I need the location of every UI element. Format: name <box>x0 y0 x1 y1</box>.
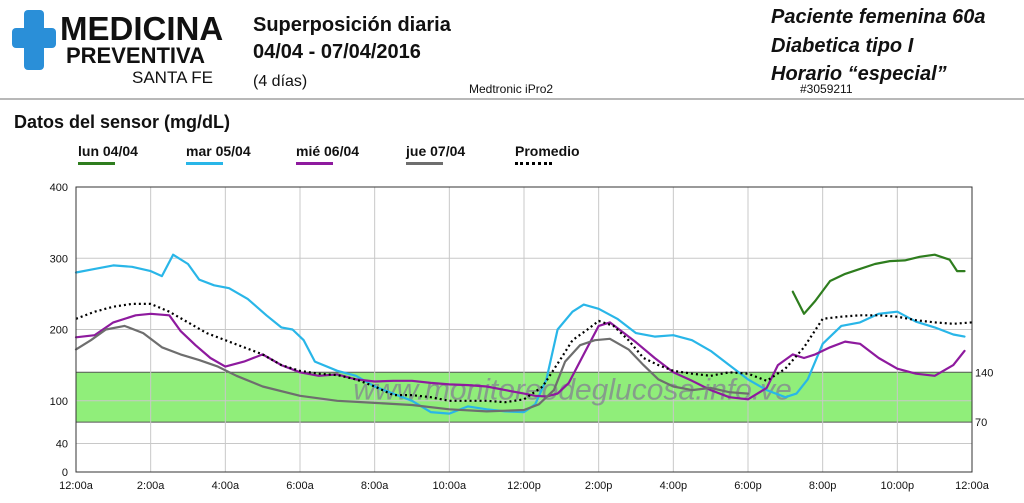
patient-note-1: Paciente femenina 60a <box>771 6 986 28</box>
plot-frame <box>75 186 973 473</box>
patient-note-3: Horario “especial” <box>771 63 947 85</box>
x-tick-label: 12:00a <box>955 480 990 492</box>
series-line-mar <box>74 253 966 415</box>
axes: 12:00a 2:00a 4:00a 6:00a 8:00a 10:00a 12:00p 2:… <box>50 182 994 492</box>
x-tick-label: 2:00p <box>585 480 613 492</box>
legend-swatch-lun <box>78 162 115 165</box>
grid-lines <box>76 187 972 472</box>
x-tick-label: 8:00p <box>809 480 837 492</box>
medical-cross-icon <box>12 10 56 70</box>
x-tick-label: 8:00a <box>361 480 389 492</box>
header-divider <box>0 98 1024 100</box>
y-tick-label: 0 <box>62 467 68 479</box>
y-tick-label: 200 <box>50 325 68 337</box>
series-layer <box>74 253 973 415</box>
y-tick-label: 300 <box>50 253 68 265</box>
target-limit-label: 140 <box>975 367 993 379</box>
section-title: Datos del sensor (mg/dL) <box>14 112 231 132</box>
report-dates: 04/04 - 07/04/2016 <box>253 41 421 63</box>
legend-swatch-jue <box>406 162 443 165</box>
x-tick-label: 12:00a <box>59 480 94 492</box>
patient-note-2: Diabetica tipo I <box>771 35 914 57</box>
y-tick-label: 100 <box>50 396 68 408</box>
series-line-lun <box>791 253 966 315</box>
legend-swatch-prom <box>515 162 552 165</box>
device-name: Medtronic iPro2 <box>469 82 554 96</box>
legend-label-prom: Promedio <box>515 143 580 159</box>
legend-label-lun: lun 04/04 <box>78 143 138 159</box>
y-tick-label: 40 <box>56 439 68 451</box>
patient-id: #3059211 <box>800 82 853 96</box>
series-line-prom <box>75 302 973 404</box>
watermark: www.monitoreodeglucosa.info.ve <box>353 373 792 406</box>
x-tick-label: 6:00p <box>734 480 762 492</box>
legend-label-jue: jue 07/04 <box>406 143 466 159</box>
y-tick-label: 400 <box>50 182 68 194</box>
logo-line1: MEDICINA <box>60 10 223 47</box>
logo-line3: SANTA FE <box>132 68 213 87</box>
logo-line2: PREVENTIVA <box>66 43 205 68</box>
target-limit-label: 70 <box>975 417 987 429</box>
series-line-jue <box>74 324 750 413</box>
x-tick-label: 2:00a <box>137 480 165 492</box>
legend-swatch-mar <box>186 162 223 165</box>
legend-label-mar: mar 05/04 <box>186 143 251 159</box>
x-tick-label: 10:00a <box>433 480 468 492</box>
report-title: Superposición diaria <box>253 14 451 36</box>
report-days: (4 días) <box>253 73 308 90</box>
x-tick-label: 10:00p <box>881 480 915 492</box>
x-tick-label: 4:00p <box>660 480 688 492</box>
x-tick-label: 6:00a <box>286 480 314 492</box>
legend-swatch-mie <box>296 162 333 165</box>
medicina-preventiva-logo: MEDICINA PREVENTIVA SANTA FE <box>12 10 223 87</box>
legend-label-mie: mié 06/04 <box>296 143 360 159</box>
x-tick-label: 4:00a <box>212 480 240 492</box>
x-tick-label: 12:00p <box>507 480 541 492</box>
